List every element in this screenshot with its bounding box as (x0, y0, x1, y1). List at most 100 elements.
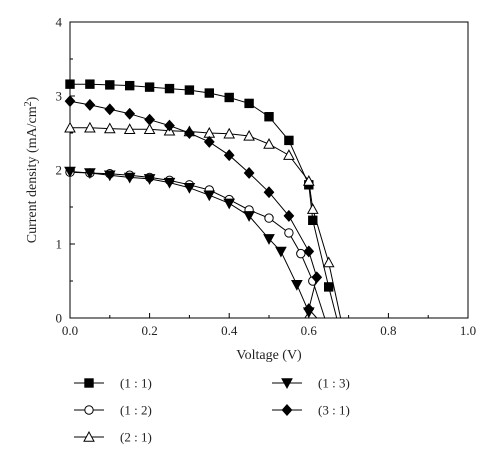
legend-item: (2 : 1) (74, 430, 152, 445)
data-point (275, 246, 287, 258)
data-point (163, 177, 176, 189)
data-point (164, 119, 175, 132)
data-point (84, 121, 96, 133)
x-axis-title: Voltage (V) (236, 348, 302, 363)
series-3 (64, 121, 342, 319)
y-axis-title-sup: 2 (23, 101, 34, 106)
data-point (124, 107, 136, 120)
plot-area (69, 21, 469, 319)
data-point (243, 167, 255, 179)
x-tick-label: 0.4 (221, 323, 238, 338)
data-point (123, 123, 136, 134)
data-point (296, 248, 306, 259)
data-point (263, 138, 275, 149)
data-point (64, 95, 76, 108)
x-tick-label: 0.6 (301, 323, 318, 338)
data-point (223, 127, 236, 139)
axes-layer: 0.0 0.2 0.4 0.6 0.8 1.0 0 1 2 3 4 (56, 15, 477, 339)
legend-marker (281, 404, 293, 416)
data-point (284, 228, 294, 238)
series-4 (64, 166, 315, 319)
data-point (65, 79, 75, 89)
y-tick-label: 4 (56, 15, 63, 30)
legend-label: (2 : 1) (120, 430, 152, 445)
legend-label: (1 : 1) (120, 376, 152, 391)
x-tick-label: 0.8 (380, 323, 396, 338)
data-point (184, 85, 195, 95)
legend-marker (84, 405, 94, 415)
data-point (243, 129, 255, 141)
legend: (1 : 1) (1 : 2) (2 : 1) (1 : 3) (3 : 1) (74, 376, 350, 445)
legend-label: (1 : 2) (120, 403, 152, 418)
legend-label: (3 : 1) (318, 403, 350, 418)
legend-item: (1 : 2) (74, 403, 152, 418)
series-line (70, 127, 342, 319)
data-point (84, 168, 96, 180)
data-point (302, 175, 315, 186)
data-point (143, 123, 156, 134)
y-axis-title-tail: ) (25, 96, 40, 101)
series-2 (65, 167, 326, 319)
data-point (184, 127, 195, 139)
legend-item: (3 : 1) (272, 403, 350, 418)
data-point (203, 190, 216, 202)
plot-frame (69, 21, 469, 319)
y-tick-label: 1 (56, 237, 63, 252)
data-point (264, 112, 274, 122)
data-point (284, 135, 294, 146)
data-point (311, 271, 323, 284)
data-point (105, 80, 115, 90)
data-point (123, 172, 136, 184)
data-point (103, 122, 116, 134)
legend-marker (84, 378, 94, 388)
series-line (70, 83, 338, 319)
series-layer (64, 79, 342, 319)
data-point (183, 183, 196, 194)
series-1 (65, 79, 338, 319)
legend-marker (83, 430, 95, 442)
data-point (104, 103, 116, 116)
data-point (263, 186, 275, 199)
x-tick-label: 1.0 (460, 323, 476, 338)
data-point (223, 198, 236, 210)
data-point (283, 209, 295, 222)
data-point (85, 79, 95, 89)
x-tick-label: 0.2 (141, 323, 157, 338)
data-point (243, 211, 255, 222)
legend-item: (1 : 1) (74, 376, 152, 391)
data-point (283, 149, 295, 160)
data-point (204, 88, 215, 98)
legend-label: (1 : 3) (318, 376, 350, 391)
data-point (223, 149, 235, 162)
data-point (84, 98, 96, 111)
data-point (144, 82, 155, 92)
data-point (203, 135, 215, 148)
legend-item: (1 : 3) (272, 376, 350, 391)
data-point (125, 80, 135, 91)
data-point (291, 280, 303, 291)
y-tick-label: 3 (56, 89, 63, 104)
data-point (144, 113, 155, 126)
data-point (303, 245, 315, 258)
data-point (103, 170, 116, 182)
data-point (264, 213, 274, 223)
data-point (164, 83, 175, 94)
data-point (64, 121, 76, 133)
data-point (324, 282, 334, 292)
y-axis-title: Current density (mA/cm2) (23, 96, 41, 243)
series-5 (64, 95, 323, 319)
data-point (244, 98, 254, 109)
data-point (306, 203, 319, 214)
x-tick-label: 0.0 (62, 323, 78, 338)
y-axis-title-main: Current density (mA/cm (25, 106, 40, 243)
legend-marker (281, 378, 293, 390)
y-tick-label: 2 (56, 163, 63, 178)
data-point (263, 234, 275, 245)
y-tick-label: 0 (56, 311, 63, 326)
data-point (322, 256, 335, 268)
series-line (69, 100, 318, 319)
series-line (69, 171, 326, 319)
data-point (224, 92, 234, 103)
data-point (308, 215, 318, 226)
